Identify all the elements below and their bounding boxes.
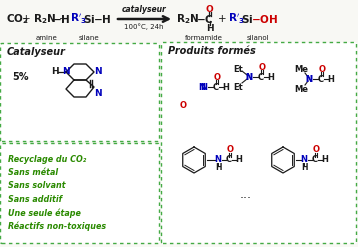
Text: O: O <box>213 73 221 82</box>
Text: $\mathbf{R_2N}$: $\mathbf{R_2N}$ <box>176 12 199 26</box>
Text: O: O <box>313 145 319 155</box>
Text: N: N <box>246 73 252 82</box>
Text: N: N <box>214 156 222 165</box>
Text: Sans métal: Sans métal <box>8 168 58 177</box>
Text: $\mathbf{-C}$: $\mathbf{-C}$ <box>196 13 214 25</box>
Text: formamide: formamide <box>185 35 223 41</box>
Text: Catalyseur: Catalyseur <box>7 47 66 57</box>
Text: Et: Et <box>233 64 243 74</box>
Text: N: N <box>305 75 313 83</box>
Text: N: N <box>200 82 208 91</box>
Text: $\mathbf{H}$: $\mathbf{H}$ <box>205 22 214 34</box>
Text: O: O <box>319 64 325 74</box>
Text: $\mathbf{Si}$: $\mathbf{Si}$ <box>241 13 253 25</box>
FancyBboxPatch shape <box>0 144 160 244</box>
Text: Sans additif: Sans additif <box>8 195 62 204</box>
Text: H: H <box>223 82 229 91</box>
Text: +: + <box>218 14 226 24</box>
Text: silane: silane <box>79 35 99 41</box>
Text: Me: Me <box>294 65 308 75</box>
Text: N: N <box>94 67 102 77</box>
Text: $\mathbf{O}$: $\mathbf{O}$ <box>205 3 215 15</box>
Text: H: H <box>51 67 59 77</box>
Text: N: N <box>300 156 308 165</box>
Text: H: H <box>301 164 307 172</box>
Text: Produits formés: Produits formés <box>168 46 256 56</box>
Text: $\mathbf{CO_2}$: $\mathbf{CO_2}$ <box>6 12 29 26</box>
Text: O: O <box>179 102 187 110</box>
Text: C: C <box>258 73 264 82</box>
Text: $\mathbf{Si}$: $\mathbf{Si}$ <box>83 13 95 25</box>
Text: Sans solvant: Sans solvant <box>8 182 66 190</box>
FancyBboxPatch shape <box>0 43 160 142</box>
Text: N: N <box>198 82 205 91</box>
Text: N: N <box>305 75 313 83</box>
FancyBboxPatch shape <box>161 42 357 244</box>
Text: C: C <box>226 156 232 165</box>
Text: Recyclage du CO₂: Recyclage du CO₂ <box>8 155 86 164</box>
Text: H: H <box>328 75 334 83</box>
Text: 5%: 5% <box>12 72 29 82</box>
Text: 100°C, 24h: 100°C, 24h <box>124 24 164 30</box>
Text: catalyseur: catalyseur <box>122 5 166 15</box>
Text: amine: amine <box>36 35 58 41</box>
Text: ...: ... <box>240 188 252 202</box>
Text: N: N <box>62 67 70 77</box>
Text: H: H <box>321 156 328 165</box>
Text: $\mathbf{R'_3}$: $\mathbf{R'_3}$ <box>228 12 245 26</box>
Text: Me: Me <box>294 84 308 94</box>
Text: $\mathbf{-OH}$: $\mathbf{-OH}$ <box>251 13 278 25</box>
Text: N: N <box>246 73 252 82</box>
Text: +: + <box>59 14 67 24</box>
Text: Réactifs non-toxiques: Réactifs non-toxiques <box>8 222 106 231</box>
Text: +: + <box>22 14 30 24</box>
Text: N: N <box>94 89 102 99</box>
Text: silanol: silanol <box>247 35 269 41</box>
Text: $\mathbf{R_2N}$: $\mathbf{R_2N}$ <box>33 12 56 26</box>
Text: H: H <box>267 73 275 82</box>
Text: Et: Et <box>233 82 243 91</box>
Text: O: O <box>227 145 233 155</box>
Text: H: H <box>215 164 221 172</box>
Text: C: C <box>213 82 219 91</box>
Text: $\mathbf{-H}$: $\mathbf{-H}$ <box>93 13 111 25</box>
Text: C: C <box>318 75 324 83</box>
Text: $\mathbf{R'_3}$: $\mathbf{R'_3}$ <box>70 12 87 26</box>
Text: C: C <box>312 156 318 165</box>
Text: $\mathbf{-H}$: $\mathbf{-H}$ <box>52 13 71 25</box>
Text: Une seule étape: Une seule étape <box>8 208 81 218</box>
Text: O: O <box>258 62 266 71</box>
Text: H: H <box>236 156 242 165</box>
